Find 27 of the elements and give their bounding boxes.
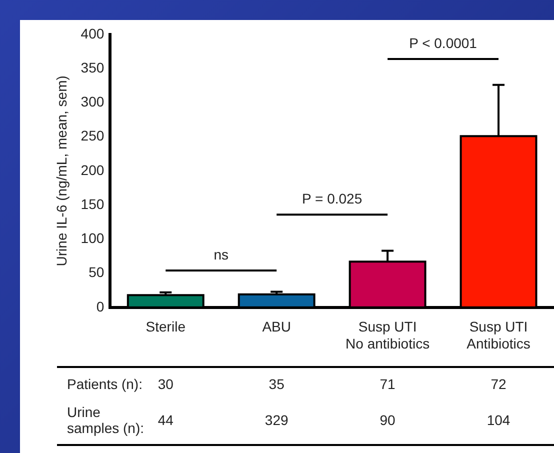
y-axis-title: Urine IL-6 (ng/mL, mean, sem)	[53, 76, 70, 266]
text: 104	[486, 412, 510, 428]
text: Urine samples (n):	[67, 404, 144, 436]
text: 329	[264, 412, 288, 428]
y-tick-label: 400	[80, 25, 104, 42]
x-tick-label: Sterile	[146, 318, 186, 335]
text: Patients (n):	[67, 376, 142, 392]
x-tick-label: Susp UTI No antibiotics	[346, 318, 430, 352]
annotation: ns	[214, 246, 229, 262]
y-tick-label: 150	[80, 196, 104, 212]
y-tick-label: 250	[80, 128, 104, 144]
text: 90	[380, 412, 396, 428]
y-tick-label: 100	[80, 230, 104, 246]
x-tick-label: ABU	[262, 318, 291, 335]
annotation: P = 0.025	[302, 190, 362, 206]
y-tick-label: 200	[80, 162, 104, 178]
annotation: P < 0.0001	[409, 34, 478, 51]
y-tick-label: 300	[80, 94, 104, 110]
x-tick-label: Susp UTI Antibiotics	[466, 318, 530, 352]
text: 44	[158, 412, 174, 428]
y-tick-label: 0	[96, 298, 104, 314]
y-tick-label: 50	[88, 264, 104, 280]
text: 35	[268, 376, 284, 392]
text: 72	[490, 376, 506, 392]
y-tick-label: 350	[80, 59, 104, 76]
text: 71	[380, 376, 396, 392]
text: 30	[158, 376, 174, 392]
